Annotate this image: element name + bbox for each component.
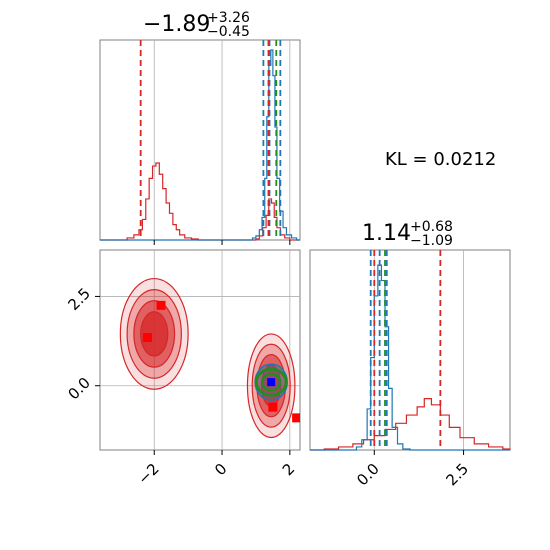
- title-param2: 1.14 +0.68 −1.09: [362, 219, 453, 249]
- histogram-panel-param2: [309, 249, 511, 451]
- title-param2-median: 1.14: [362, 221, 411, 246]
- right-x-tick-label: 0.0: [353, 460, 383, 490]
- hist-blue-param2: [310, 264, 510, 451]
- point-blue-square: [267, 378, 276, 387]
- title-param1-minus: −0.45: [207, 24, 250, 40]
- title-param2-minus: −1.09: [410, 233, 453, 249]
- contour-red-level: [140, 311, 169, 357]
- scatter-x-tick-label: −2: [134, 460, 162, 488]
- point-red-square: [292, 413, 300, 423]
- hist-red-param2: [310, 398, 511, 451]
- contour-green-inner: [260, 372, 282, 392]
- point-red-square: [156, 300, 166, 310]
- scatter-x-tick-label: 2: [279, 460, 298, 479]
- scatter-y-tick-label: 0.0: [64, 374, 94, 404]
- title-param1-median: −1.89: [143, 12, 210, 37]
- scatter-x-tick-label: 0: [211, 460, 230, 479]
- title-param1: −1.89 +3.26 −0.45: [143, 10, 250, 40]
- point-red-square: [142, 333, 152, 342]
- scatter-y-tick-label: 2.5: [64, 284, 94, 314]
- kl-divergence-label: KL = 0.0212: [385, 149, 496, 170]
- title-param1-plus: +3.26: [207, 10, 250, 26]
- right-x-tick-label: 2.5: [442, 460, 472, 490]
- point-red-square: [268, 402, 278, 412]
- scatter-panel: [99, 249, 301, 451]
- contour-green-outer: [254, 367, 288, 397]
- title-param2-plus: +0.68: [410, 219, 453, 235]
- scatter-content: [119, 277, 300, 439]
- hist-blue-param1: [100, 49, 300, 241]
- hist-red-param1: [100, 162, 300, 241]
